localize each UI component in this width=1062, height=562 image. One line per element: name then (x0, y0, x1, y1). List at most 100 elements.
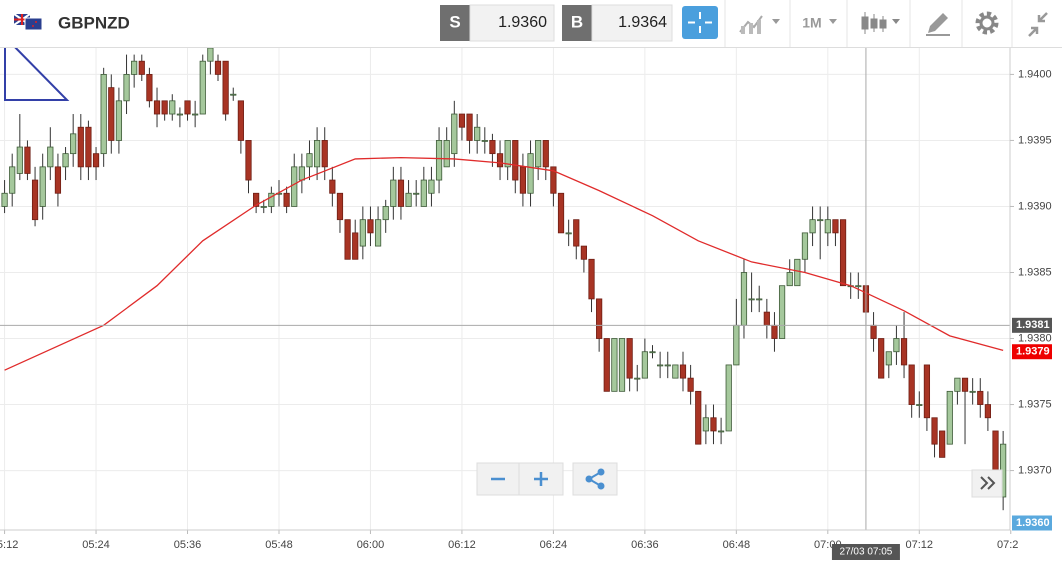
candle-body (359, 219, 366, 247)
candle-body (291, 166, 298, 207)
candle-body (626, 338, 633, 379)
triangle-drawing[interactable] (4, 34, 70, 101)
candle-body (230, 93, 237, 96)
y-tick-label: 1.9390 (1018, 200, 1052, 212)
crosshair-time-box (831, 544, 900, 560)
candle-body (321, 140, 328, 168)
draw-button[interactable] (926, 13, 950, 36)
candle-body (108, 87, 115, 141)
y-tick-label: 1.9375 (1018, 398, 1052, 410)
candle-body (405, 192, 412, 207)
candle-body (771, 324, 778, 339)
buy-label: B (571, 12, 583, 31)
candle-body (260, 206, 267, 208)
candle-body (961, 377, 969, 392)
candle-body (24, 146, 31, 174)
candle-body (283, 192, 290, 207)
candle-body (1, 192, 8, 207)
interval-button[interactable]: 1M (802, 15, 837, 31)
candle-body (839, 219, 847, 287)
candle-body (535, 140, 542, 168)
moving-average (4, 156, 1004, 371)
candle-body (153, 100, 161, 115)
buy-price: 1.9364 (618, 14, 667, 31)
candle-body (801, 232, 809, 260)
candle-body (702, 417, 709, 432)
candle-body (161, 100, 168, 115)
plot (0, 48, 1010, 530)
candle-style-button[interactable] (861, 12, 900, 34)
price-tag-label: 1.9360 (1016, 517, 1050, 529)
candle-body (390, 179, 397, 207)
candle-body (344, 219, 351, 260)
candle-body (253, 192, 260, 207)
candle-body (946, 390, 953, 445)
candle-body (504, 140, 511, 168)
price-tag (1012, 515, 1052, 531)
candle-body (268, 192, 275, 207)
candle-body (580, 245, 587, 260)
x-tick-label: 06:36 (631, 539, 659, 551)
candle-body (855, 285, 862, 288)
symbol: GBPNZD (58, 13, 130, 32)
candle-body (47, 146, 54, 168)
candle-body (458, 113, 466, 128)
sell-price: 1.9360 (498, 14, 547, 31)
candle-body (306, 153, 313, 168)
candle-body (794, 258, 801, 287)
share-button[interactable] (572, 462, 618, 496)
candle-body (878, 338, 885, 379)
candle-body (603, 338, 610, 392)
candle-body (222, 60, 229, 115)
candle-body (100, 74, 107, 155)
candle-body (329, 179, 336, 194)
buy-button[interactable]: B 1.9364 (562, 4, 673, 42)
candle-body (611, 338, 618, 392)
candle-body (939, 430, 946, 458)
candle-body (687, 377, 694, 392)
candle-body (740, 272, 748, 326)
candle-body (923, 364, 931, 419)
candle-body (725, 364, 732, 432)
price-axis: 1.9370 1.9375 1.9380 1.9385 1.9390 1.9395 1.94… (1010, 68, 1052, 476)
collapse-button[interactable] (1028, 12, 1048, 37)
candle-body (62, 153, 69, 168)
candle-body (641, 351, 648, 379)
x-tick-label: 07:24 (997, 539, 1025, 551)
candle-body (778, 285, 786, 339)
zoom-in-button[interactable] (518, 462, 564, 496)
crosshair-button[interactable] (682, 6, 718, 39)
y-tick-label: 1.9370 (1018, 464, 1052, 476)
y-tick-label: 1.9380 (1018, 332, 1052, 344)
x-tick-label: 06:48 (723, 539, 751, 551)
candle-body (984, 404, 991, 419)
candle-body (92, 153, 100, 168)
chart-type-button[interactable] (739, 15, 780, 34)
candle-body (931, 417, 938, 445)
candle-body (199, 60, 206, 115)
candle-body (565, 232, 572, 235)
candle-body (314, 140, 321, 168)
sell-button[interactable]: S 1.9360 (440, 4, 555, 42)
candle-body (969, 390, 976, 393)
zoom-out-button[interactable] (476, 462, 520, 496)
x-tick-label: 06:00 (357, 539, 385, 551)
candle-body (298, 166, 305, 181)
candle-body (413, 192, 420, 195)
price-tag-label: 1.9381 (1016, 319, 1050, 331)
price-tag-label: 1.9379 (1016, 346, 1050, 358)
settings-button[interactable] (975, 11, 999, 35)
x-tick-label: 07:12 (906, 539, 934, 551)
candle-body (900, 338, 908, 366)
price-tag (1012, 344, 1052, 360)
candle-body (382, 206, 389, 221)
candle-body (474, 126, 481, 141)
candle-body (649, 351, 656, 354)
x-tick-label: 05:24 (82, 539, 110, 551)
scroll-end-button[interactable] (971, 469, 1003, 498)
candle-body (710, 417, 717, 432)
x-tick-label: 06:24 (540, 539, 568, 551)
y-tick-label: 1.9395 (1018, 134, 1052, 146)
x-tick-label: 05:12 (0, 539, 18, 551)
